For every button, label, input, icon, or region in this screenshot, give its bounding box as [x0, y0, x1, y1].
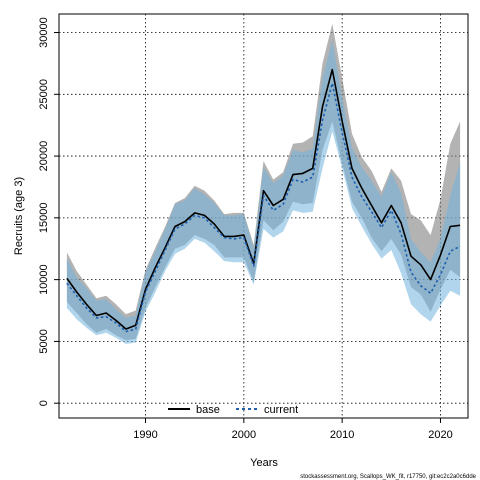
y-tick-label: 30000: [38, 17, 50, 48]
x-tick-label: 2010: [330, 429, 354, 441]
x-axis-title: Years: [250, 457, 278, 469]
y-tick-label: 0: [38, 400, 50, 406]
y-tick-label: 20000: [38, 141, 50, 172]
x-tick-label: 2020: [428, 429, 452, 441]
y-tick-label: 25000: [38, 79, 50, 110]
y-axis-title: Recruits (age 3): [13, 177, 25, 255]
y-axis: 0 5000 10000 15000 20000 25000 30000: [38, 17, 59, 406]
legend-label-current: current: [264, 404, 298, 416]
series-lines: [66, 68, 461, 333]
legend-label-base: base: [196, 404, 220, 416]
x-axis: 1990 2000 2010 2020: [133, 418, 453, 441]
footer-credit: stockassessment.org, Scallops_WK_fit, r1…: [300, 474, 476, 480]
legend: base current: [168, 404, 298, 416]
y-tick-label: 10000: [38, 264, 50, 295]
y-tick-label: 15000: [38, 203, 50, 234]
x-tick-label: 1990: [133, 429, 157, 441]
y-tick-label: 5000: [38, 329, 50, 353]
plot-frame: [58, 13, 469, 419]
x-tick-label: 2000: [232, 429, 256, 441]
